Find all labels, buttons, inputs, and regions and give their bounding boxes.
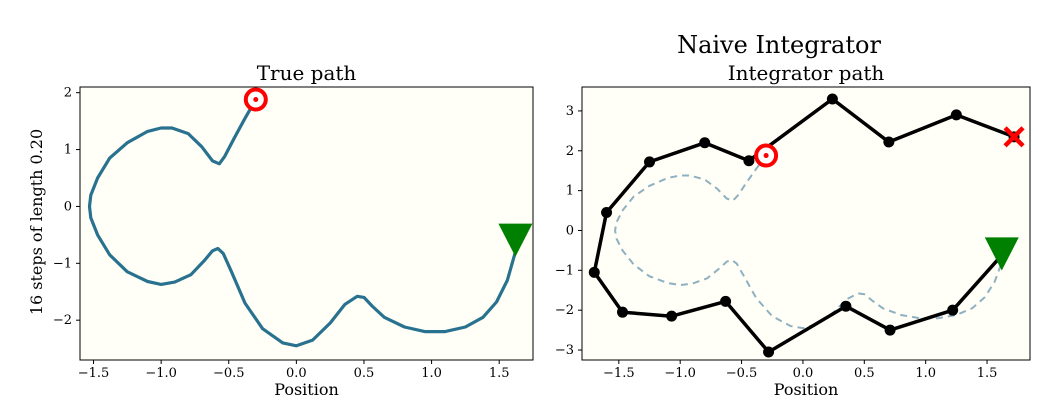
y-tick-label: 0 — [64, 199, 72, 214]
integrator-step-point — [763, 346, 775, 358]
integrator-step-point — [840, 300, 852, 312]
x-tick-label: −1.0 — [664, 366, 696, 381]
true-path-axes: True path −1.5 −1.0 −0.5 0.0 0.5 1.0 1.5 −2 −1 0 1 2… — [53, 61, 534, 399]
integrator-step-point — [883, 136, 895, 148]
end-triangle-marker — [984, 237, 1019, 271]
x-tick-label: 0.0 — [286, 366, 307, 381]
y-tick-label: −3 — [555, 343, 574, 358]
end-triangle-marker — [498, 223, 533, 257]
row-label: 16 steps of length 0.20 — [27, 129, 46, 315]
y-tick-label: 2 — [566, 144, 574, 159]
axes-title: Integrator path — [728, 61, 885, 85]
y-tick-label: −1 — [555, 263, 574, 278]
integrator-end-x-marker — [1003, 126, 1025, 148]
plot-content — [87, 97, 518, 348]
x-tick-label: 1.0 — [915, 366, 936, 381]
x-tick-label: 1.5 — [489, 366, 510, 381]
x-axis-label: Position — [774, 380, 839, 399]
x-tick-label: −1.0 — [145, 366, 177, 381]
integrator-step-point — [644, 156, 656, 168]
y-tick-label: 1 — [64, 143, 72, 158]
x-tick-label: −1.5 — [603, 366, 635, 381]
x-tick-label: −0.5 — [726, 366, 758, 381]
y-tick-label: 2 — [64, 86, 72, 101]
x-axis-label: Position — [274, 380, 339, 399]
integrator-step-point — [617, 306, 629, 318]
integrator-path-axes: Integrator path −1.5 −1.0 −0.5 0.0 0.5 1.0 1.5 −… — [555, 61, 1031, 399]
integrator-step-point — [947, 304, 959, 316]
figure-suptitle: Naive Integrator — [677, 31, 881, 59]
y-tick-label: 0 — [566, 223, 574, 238]
axes-title: True path — [257, 61, 357, 85]
y-tick-label: 1 — [566, 184, 574, 199]
x-tick-label: 0.5 — [854, 366, 875, 381]
x-tick-label: 1.5 — [977, 366, 998, 381]
integrator-step-point — [699, 137, 711, 149]
x-tick-label: 0.5 — [354, 366, 375, 381]
x-tick-label: 0.0 — [793, 366, 814, 381]
integrator-step-point — [826, 93, 838, 105]
y-tick-label: −2 — [53, 313, 72, 328]
y-tick-label: −2 — [555, 303, 574, 318]
integrator-step-point — [601, 207, 613, 219]
true-path-line — [87, 97, 518, 348]
integrator-step-point — [743, 155, 755, 167]
integrator-step-point — [950, 109, 962, 121]
start-target-center — [253, 97, 259, 103]
integrator-step-point — [720, 295, 732, 307]
integrator-step-point — [588, 266, 600, 278]
start-target-center — [763, 153, 769, 159]
x-tick-label: −1.5 — [78, 366, 110, 381]
x-tick-label: −0.5 — [213, 366, 245, 381]
y-tick-label: 3 — [566, 104, 574, 119]
y-tick-label: −1 — [53, 256, 72, 271]
x-tick-label: 1.0 — [421, 366, 442, 381]
plot-area — [581, 86, 1031, 361]
plot-area — [79, 86, 534, 361]
integrator-step-point — [884, 324, 896, 336]
integrator-step-point — [666, 310, 678, 322]
